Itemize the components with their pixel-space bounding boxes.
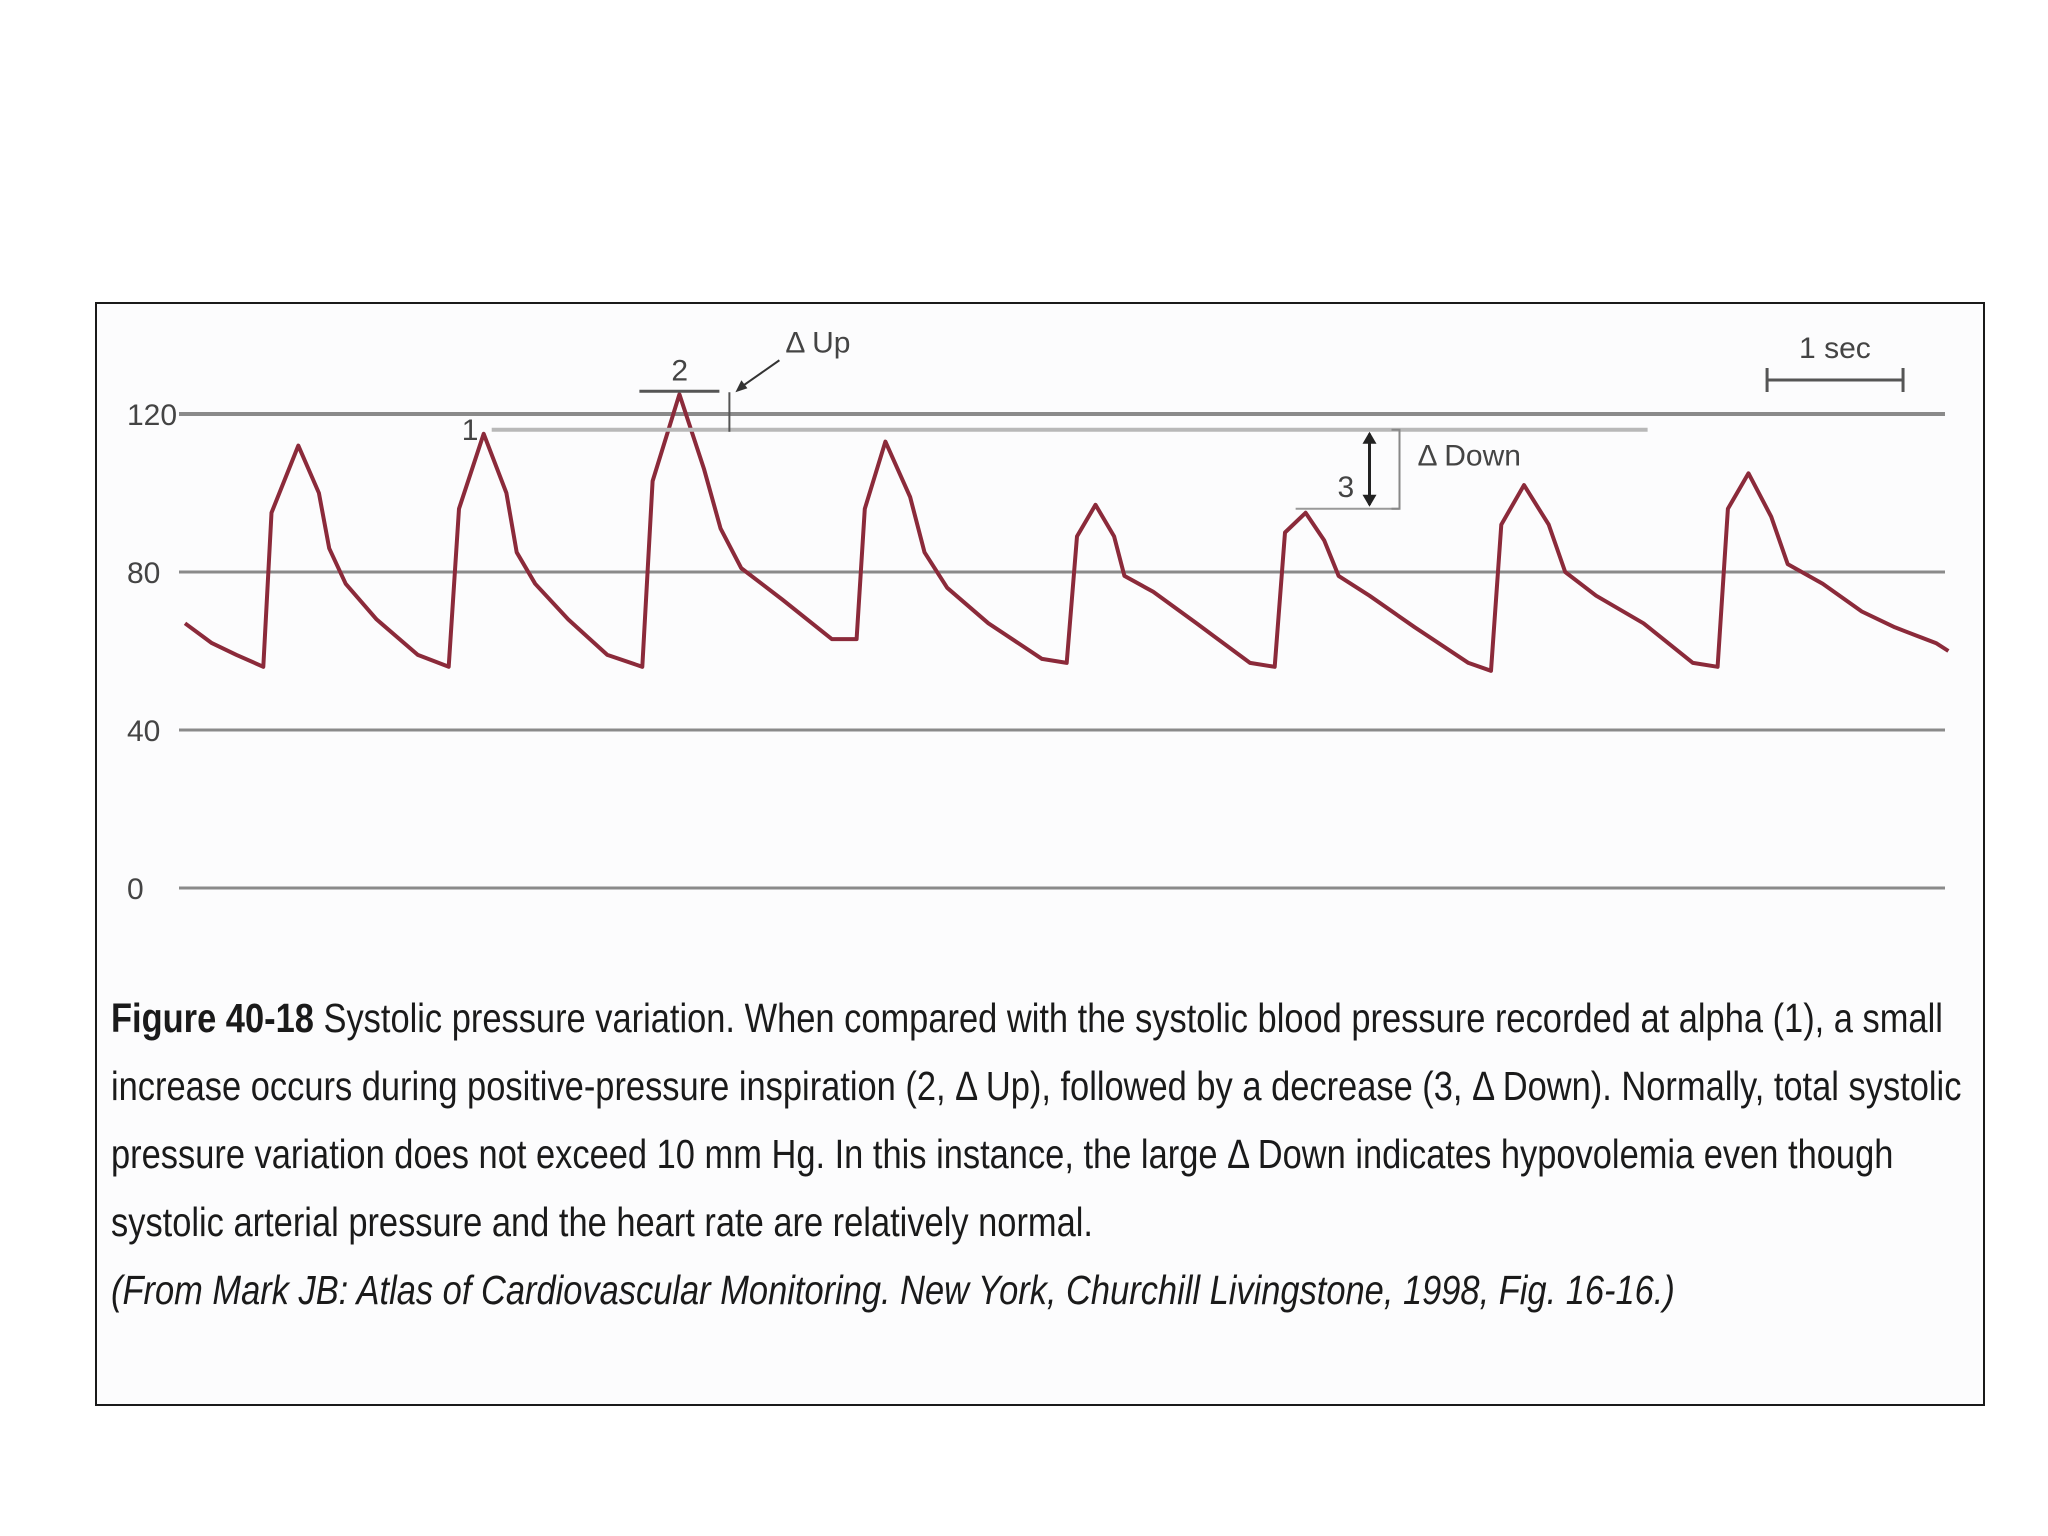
y-tick-label-120: 120 (127, 399, 177, 432)
delta-up-arrowhead (735, 380, 748, 393)
annotation-1: 1 (462, 414, 479, 447)
y-tick-label-0: 0 (127, 873, 144, 906)
scale-bar-label: 1 sec (1799, 332, 1871, 365)
pressure-trace (183, 392, 1950, 673)
delta-up-label: Δ Up (785, 326, 850, 359)
caption-text: Systolic pressure variation. When compar… (111, 995, 1962, 1245)
figure-panel: 0 40 80 120 1 2 Δ Up 3 Δ Down 1 sec Figure 40-18… (95, 302, 1985, 1406)
delta-down-label: Δ Down (1418, 439, 1521, 472)
y-tick-label-80: 80 (127, 557, 160, 590)
delta-up-arrow (738, 359, 780, 390)
figure-caption: Figure 40-18 Systolic pressure variation… (111, 984, 1972, 1324)
delta-down-bracket (1391, 428, 1401, 510)
delta-down-arrowhead-bottom (1362, 494, 1377, 507)
caption-citation: (From Mark JB: Atlas of Cardiovascular M… (111, 1267, 1675, 1313)
annotation-2: 2 (671, 354, 688, 387)
y-tick-label-40: 40 (127, 715, 160, 748)
annotation-3: 3 (1338, 471, 1355, 504)
figure-label: Figure 40-18 (111, 995, 314, 1041)
delta-down-arrowhead-top (1362, 431, 1377, 444)
pressure-chart: 0 40 80 120 1 2 Δ Up 3 Δ Down 1 sec (127, 326, 1950, 906)
